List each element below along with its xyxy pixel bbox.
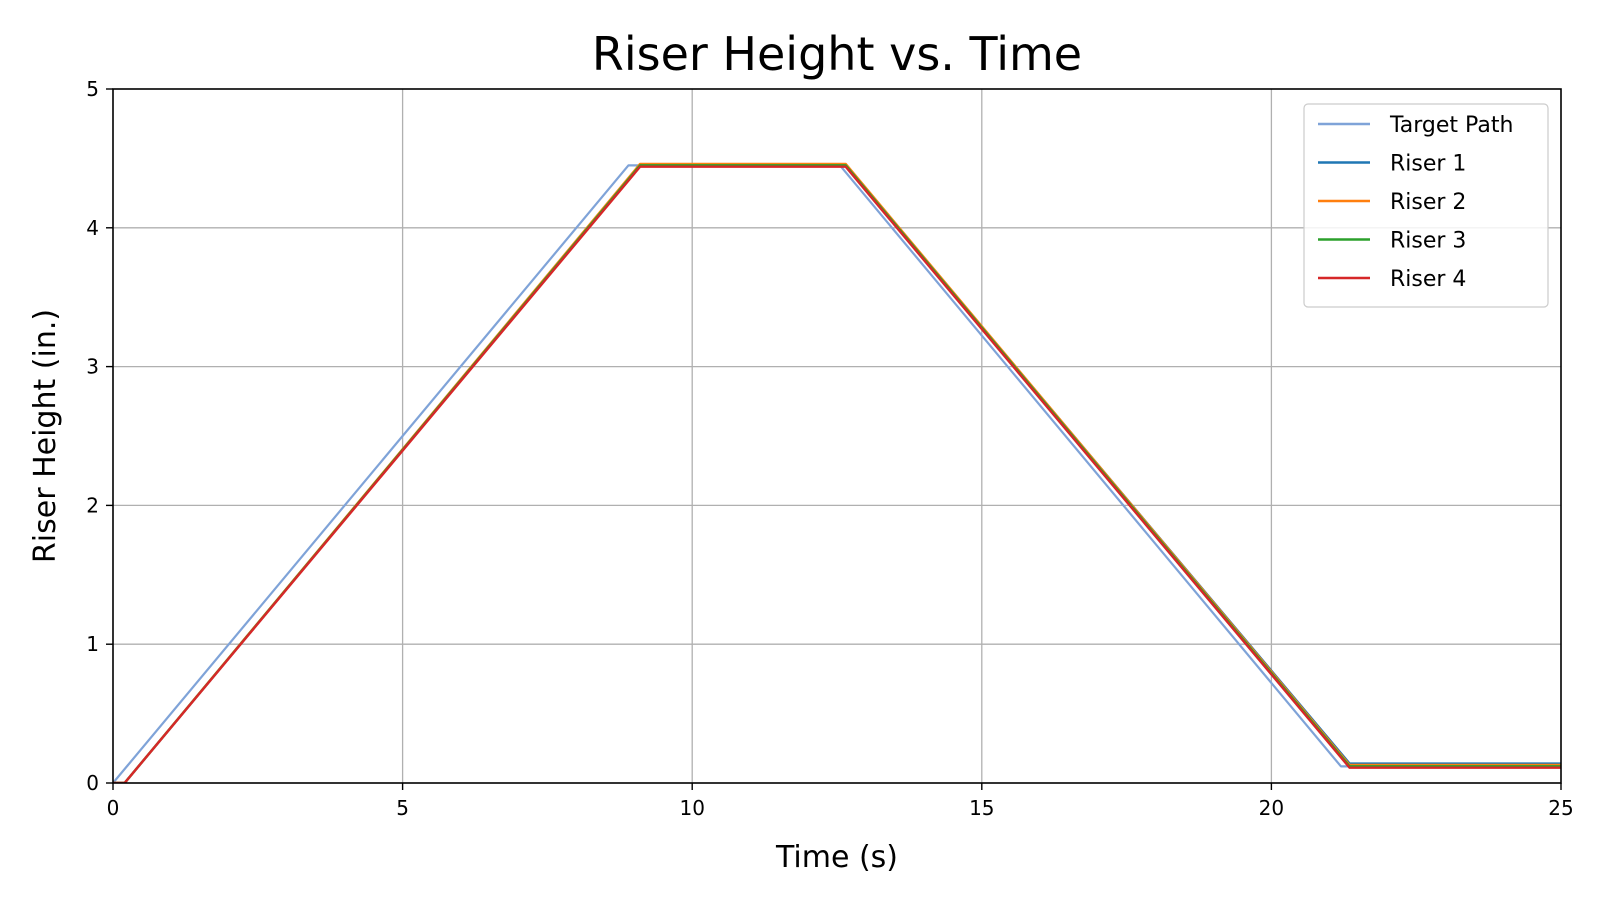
y-tick-label: 3 xyxy=(86,355,99,379)
plot-frame xyxy=(112,88,1562,784)
series-line-riser-2 xyxy=(113,162,1561,783)
x-tick-label: 5 xyxy=(396,796,409,820)
tick-layer: 0 5 10 15 20 25 0 1 2 3 4 5 xyxy=(86,77,1573,820)
x-axis-label: Time (s) xyxy=(775,840,898,875)
y-tick-label: 0 xyxy=(86,771,99,795)
legend-label-riser-2: Riser 2 xyxy=(1390,190,1466,215)
y-tick-label: 4 xyxy=(86,216,99,240)
y-tick-label: 1 xyxy=(86,632,99,656)
legend: Target Path Riser 1 Riser 2 Riser 3 Riser 4 xyxy=(1303,103,1549,308)
legend-entries: Target Path Riser 1 Riser 2 Riser 3 Riser 4 xyxy=(1318,113,1513,292)
legend-label-riser-1: Riser 1 xyxy=(1390,152,1466,177)
x-tick-label: 10 xyxy=(679,796,704,820)
x-tick-label: 0 xyxy=(107,796,120,820)
series-line-riser-3 xyxy=(113,164,1561,783)
chart-title: Riser Height vs. Time xyxy=(592,27,1082,81)
y-tick-label: 5 xyxy=(86,77,99,101)
series-layer xyxy=(113,162,1561,783)
x-tick-label: 15 xyxy=(969,796,994,820)
y-axis-label: Riser Height (in.) xyxy=(28,309,63,563)
series-line-riser-4 xyxy=(113,165,1561,783)
y-tick-label: 2 xyxy=(86,493,99,517)
x-tick-label: 25 xyxy=(1548,796,1573,820)
legend-label-riser-3: Riser 3 xyxy=(1390,229,1466,254)
legend-box xyxy=(1303,103,1549,308)
legend-label-riser-4: Riser 4 xyxy=(1390,267,1466,292)
legend-label-target-path: Target Path xyxy=(1389,113,1513,138)
x-tick-label: 20 xyxy=(1259,796,1284,820)
